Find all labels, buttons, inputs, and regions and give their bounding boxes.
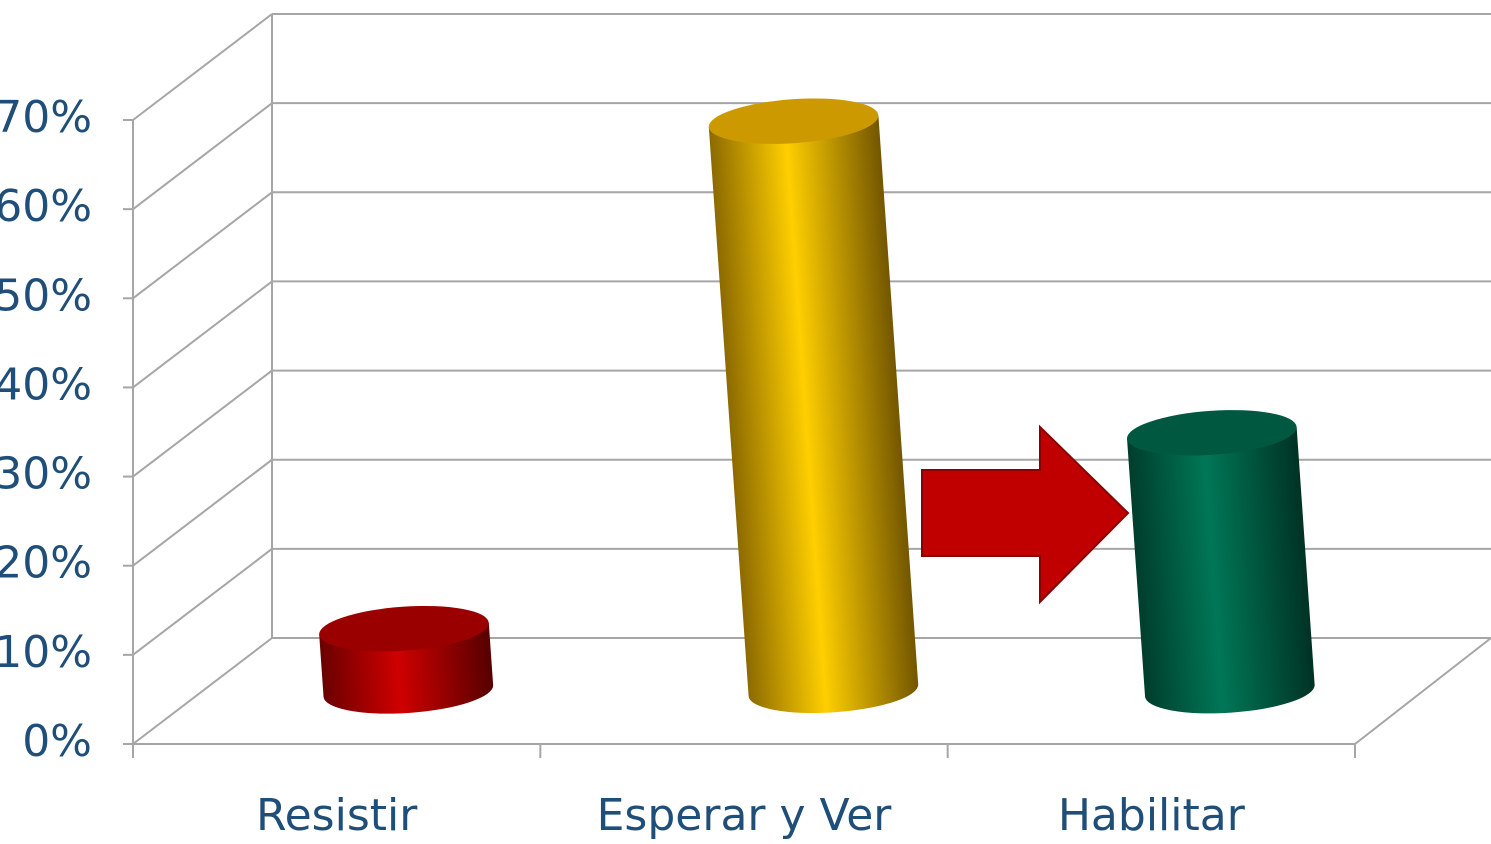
grid-line xyxy=(132,458,273,567)
grid-line xyxy=(132,548,273,656)
y-tick-label: 70% xyxy=(0,92,92,143)
y-tick-label: 0% xyxy=(22,716,92,767)
grid-line xyxy=(132,13,273,121)
arrow xyxy=(921,424,1130,605)
bar-top xyxy=(319,605,489,652)
y-tick-label: 30% xyxy=(0,449,92,500)
bar xyxy=(708,115,919,714)
grid-line xyxy=(132,191,273,300)
x-tick-label: Esperar y Ver xyxy=(597,790,893,841)
cylinder xyxy=(319,605,494,714)
y-tick-label: 50% xyxy=(0,270,92,321)
grid-line xyxy=(132,280,273,389)
grid-line xyxy=(132,637,273,745)
cylinder xyxy=(1127,410,1315,714)
y-tick-label: 20% xyxy=(0,538,92,589)
grid-line xyxy=(132,102,273,210)
y-tick-label: 60% xyxy=(0,181,92,232)
y-tick-label: 40% xyxy=(0,359,92,410)
bar-top xyxy=(1127,410,1297,456)
bar xyxy=(1127,426,1315,714)
bar-top xyxy=(708,98,879,144)
plot: 0% 10% 20% 30% 40% 50% 60% 70% Resistir Esperar y… xyxy=(0,13,1491,841)
grid-line xyxy=(132,369,273,478)
y-tick-label: 10% xyxy=(0,627,92,678)
cylinder xyxy=(708,98,919,714)
x-tick-label: Habilitar xyxy=(1058,790,1246,841)
x-tick-label: Resistir xyxy=(256,790,418,841)
